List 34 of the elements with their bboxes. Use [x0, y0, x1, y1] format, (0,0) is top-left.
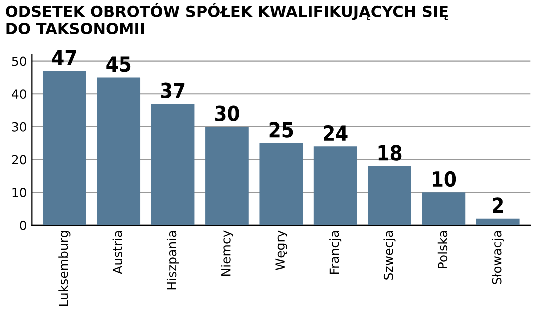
chart-title: ODSETEK OBROTÓW SPÓŁEK KWALIFIKUJĄCYCH SIĘ DO TAKSONOMII [6, 3, 448, 35]
bar [422, 192, 466, 226]
bar [97, 78, 141, 226]
x-tick-label: Polska [438, 231, 448, 268]
data-label: 24 [324, 125, 348, 141]
x-tick-label: Hiszpania [166, 231, 180, 290]
data-label: 25 [270, 122, 294, 138]
data-label: 47 [52, 50, 76, 66]
x-tick-label: Szwecja [384, 231, 396, 280]
x-tick-label: Słowacja [492, 231, 504, 284]
data-label: 10 [433, 171, 456, 188]
bar [314, 146, 358, 226]
x-tick-label: Francja [330, 231, 342, 274]
bar [368, 166, 412, 226]
bar [476, 218, 520, 226]
x-tick-label: Austria [112, 231, 122, 274]
y-tick-label: 30 [12, 122, 26, 132]
y-tick-label: 0 [20, 220, 26, 230]
data-label: 30 [215, 106, 240, 122]
data-label: 37 [161, 82, 185, 99]
data-label: 2 [493, 198, 504, 214]
bar [260, 143, 304, 226]
data-label: 18 [378, 145, 402, 161]
bar [206, 126, 249, 226]
y-tick-label: 10 [12, 188, 26, 198]
y-tick-label: 20 [12, 155, 26, 165]
bar [42, 71, 86, 226]
x-tick-label: Węgry [276, 230, 288, 270]
x-tick-label: Luksemburg [58, 231, 71, 306]
data-label: 45 [106, 56, 131, 72]
bar [151, 104, 195, 226]
y-tick-label: 40 [12, 90, 26, 100]
y-tick-label: 50 [12, 56, 26, 66]
x-tick-label: Niemcy [221, 230, 234, 276]
